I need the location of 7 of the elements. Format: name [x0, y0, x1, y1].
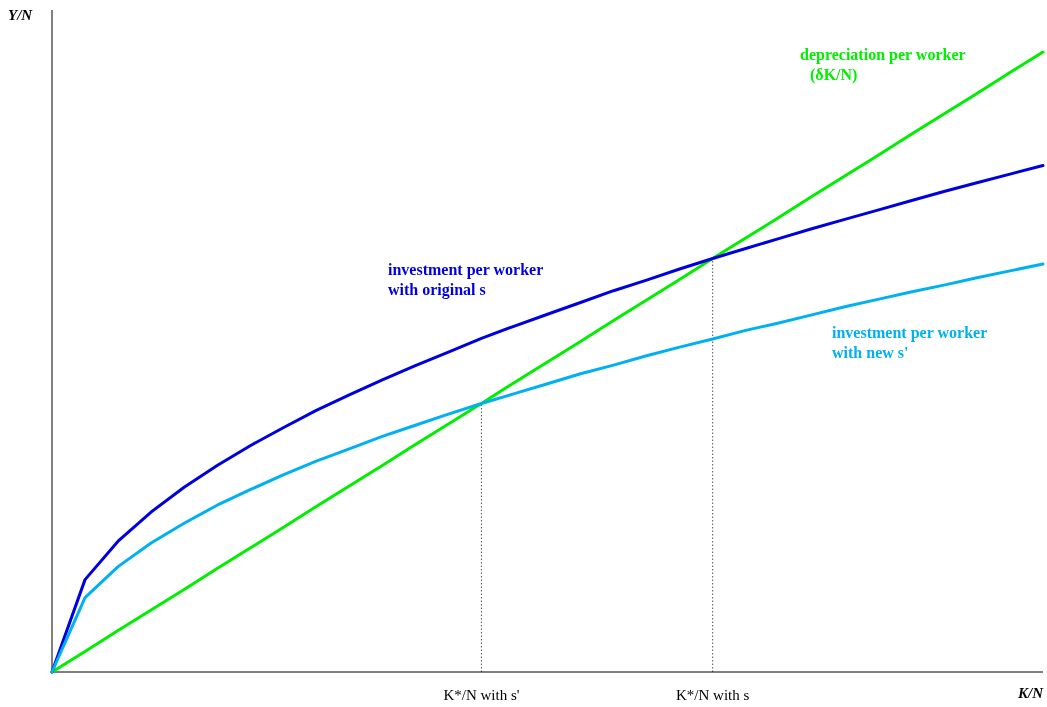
x-axis-title: K/N	[1016, 685, 1045, 701]
series-label: investment per worker with original s	[388, 261, 544, 299]
y-axis-title: Y/N	[8, 7, 34, 23]
series-label: depreciation per worker (δK/N)	[800, 46, 966, 84]
series-label: investment per worker with new s'	[832, 324, 988, 361]
x-tick-label: K*/N with s	[675, 687, 750, 703]
x-tick-label: K*/N with s'	[443, 687, 520, 703]
